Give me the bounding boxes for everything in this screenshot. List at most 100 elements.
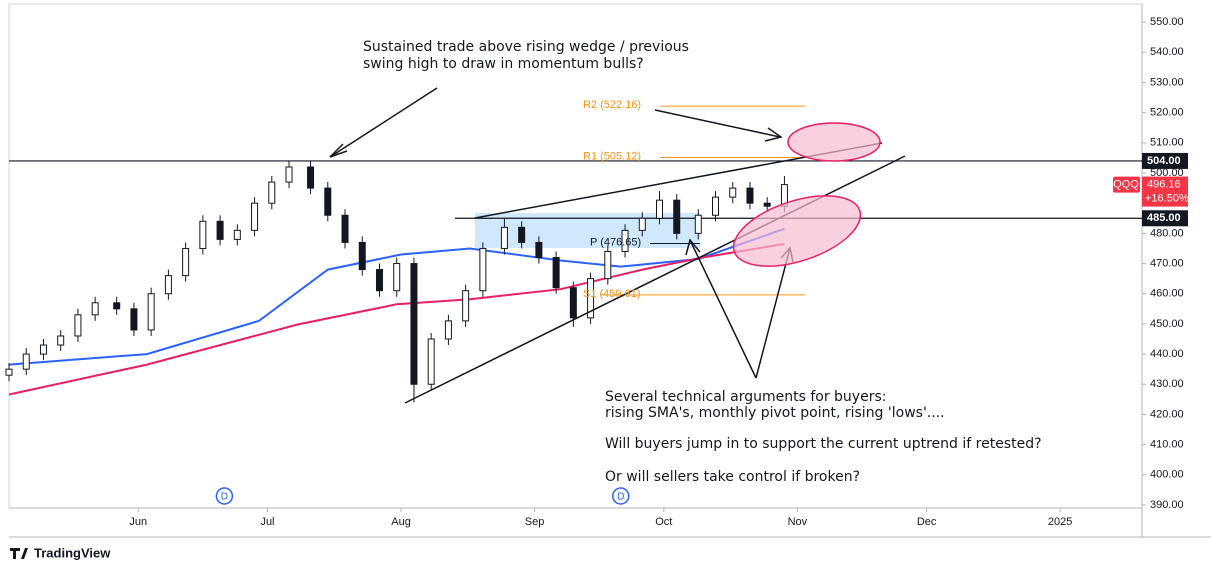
arrow (654, 109, 781, 138)
candle-body (729, 187, 737, 198)
annotation: Sustained trade above rising wedge / pre… (363, 39, 689, 55)
candle-body (199, 220, 207, 249)
y-tick-label: 520.00 (1150, 107, 1184, 119)
candle-body (375, 269, 383, 292)
candle-body (427, 338, 435, 385)
brand-logo (10, 548, 28, 559)
x-tick-label: Dec (917, 516, 937, 528)
candle-body (587, 278, 595, 319)
x-tick-label: 2025 (1048, 516, 1072, 528)
pivot-label: R1 (505.12) (583, 150, 641, 162)
candle-body (91, 302, 99, 316)
candle-body (341, 214, 349, 243)
candle-body (569, 287, 577, 319)
candle-body (74, 314, 82, 337)
candle-body (518, 226, 526, 243)
y-tick-label: 550.00 (1150, 16, 1184, 28)
pivot-label: P (476.65) (590, 236, 641, 248)
change-label: +16.50% (1145, 193, 1189, 205)
candle-body (324, 187, 332, 216)
y-tick-label: 460.00 (1150, 288, 1184, 300)
candle-body (638, 217, 646, 231)
candle-body (694, 214, 702, 234)
arrow-head (685, 238, 701, 256)
candle-body (763, 202, 771, 207)
arrow-head (764, 127, 783, 142)
sma-line (8, 242, 785, 396)
candle-body (358, 241, 366, 271)
arrow (689, 239, 757, 379)
candle-body (535, 241, 543, 259)
x-tick-label: Aug (391, 516, 411, 528)
candle-body (147, 293, 155, 331)
series (5, 105, 1142, 403)
candle-body (307, 166, 315, 189)
x-tick-label: Sep (525, 516, 545, 528)
level-tag (1142, 210, 1188, 227)
symbol-label: QQQ (1113, 179, 1139, 191)
x-tick-label: Jun (129, 516, 147, 528)
event-label: D (221, 492, 228, 503)
annotation: Or will sellers take control if broken? (605, 469, 860, 485)
candle-body (552, 257, 560, 289)
candle-body (393, 263, 401, 292)
y-tick-label: 510.00 (1150, 137, 1184, 149)
candle-body (113, 302, 121, 310)
candle-body (479, 247, 487, 292)
candle-body (39, 344, 47, 355)
candle-body (444, 320, 452, 340)
y-tick-label: 410.00 (1150, 439, 1184, 451)
candle-body (182, 247, 190, 277)
candle-body (746, 187, 754, 204)
symbol-tag (1113, 176, 1140, 193)
annotation: Will buyers jump in to support the curre… (605, 436, 1042, 452)
level-label: 504.00 (1147, 155, 1181, 167)
arrow (329, 87, 438, 158)
candle-body (604, 250, 612, 280)
candle-body (251, 202, 259, 231)
candle-body (285, 166, 293, 183)
candle-body (233, 229, 241, 240)
arrow-head (329, 143, 348, 158)
candle-body (164, 275, 172, 295)
candle-body (656, 199, 664, 219)
level-tag (1142, 152, 1188, 169)
candle-body (57, 335, 65, 346)
candle-body (673, 199, 681, 234)
y-tick-label: 420.00 (1150, 408, 1184, 420)
event-marker (611, 487, 630, 505)
highlight-ellipse (732, 195, 862, 267)
y-tick-label: 530.00 (1150, 76, 1184, 88)
y-tick-label: 440.00 (1150, 348, 1184, 360)
candle-body (22, 353, 30, 370)
candle-body (621, 229, 629, 252)
candle-body (712, 196, 720, 216)
annotation: swing high to draw in momentum bulls? (363, 56, 644, 72)
y-tick-label: 430.00 (1150, 378, 1184, 390)
annotation: rising SMA's, monthly pivot point, risin… (605, 405, 945, 421)
event-label: D (617, 492, 624, 503)
y-tick-label: 540.00 (1150, 46, 1184, 58)
y-tick-label: 470.00 (1150, 257, 1184, 269)
x-tick-label: Nov (788, 516, 808, 528)
candle-body (130, 308, 138, 331)
candle-body (410, 263, 418, 385)
x-tick-label: Oct (655, 516, 672, 528)
pivot-label: R2 (522.16) (583, 99, 641, 111)
candle-body (5, 368, 13, 376)
plot-area (8, 3, 1143, 509)
sma-line (8, 227, 785, 366)
brand: TradingView (34, 545, 111, 560)
candle-body (500, 226, 508, 249)
candle-body (268, 181, 276, 204)
price-label: 496.16 (1147, 179, 1181, 191)
annotation: Several technical arguments for buyers: (605, 389, 886, 405)
y-tick-label: 390.00 (1150, 499, 1184, 511)
y-tick-label: 400.00 (1150, 469, 1184, 481)
candle-body (216, 220, 224, 240)
drawings (329, 87, 906, 404)
pivot-label: S1 (459.61) (583, 288, 640, 300)
x-tick-label: Jul (260, 516, 274, 528)
event-marker (215, 487, 234, 505)
